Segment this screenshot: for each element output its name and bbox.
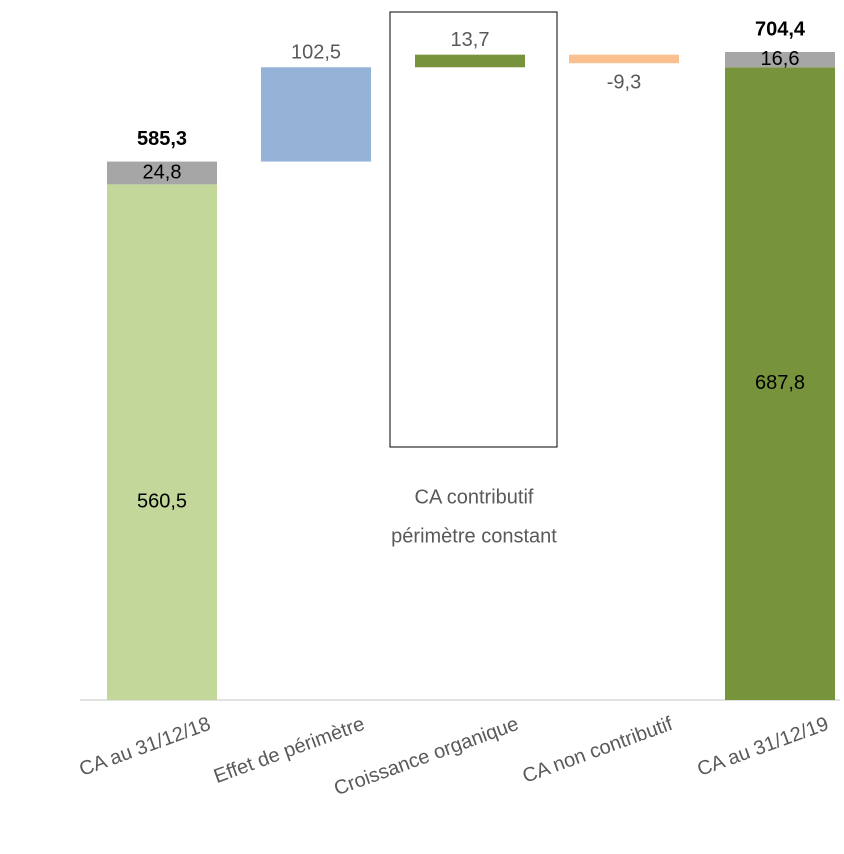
x-tick-label: CA au 31/12/18 — [76, 713, 213, 781]
bar-segment — [107, 161, 217, 185]
bar — [415, 54, 525, 68]
annotation: périmètre constant — [391, 525, 557, 547]
value-label: 102,5 — [291, 42, 341, 64]
total-label: 704,4 — [755, 18, 806, 40]
bar-segment — [725, 52, 835, 68]
value-label: -9,3 — [607, 72, 641, 94]
total-label: 585,3 — [137, 128, 187, 150]
x-tick-label: CA au 31/12/19 — [694, 713, 831, 781]
highlight-box — [389, 11, 558, 448]
segment-label: 560,5 — [137, 490, 187, 512]
segment-label: 687,8 — [755, 372, 805, 394]
bar — [261, 67, 371, 162]
bar — [569, 54, 679, 64]
segment-label: 24,8 — [143, 161, 182, 183]
bar-segment — [107, 184, 217, 701]
segment-label: 16,6 — [761, 48, 800, 70]
annotation: CA contributif — [415, 486, 534, 508]
value-label: 13,7 — [451, 29, 490, 51]
bar-segment — [725, 67, 835, 700]
x-tick-label: CA non contributif — [520, 713, 676, 788]
